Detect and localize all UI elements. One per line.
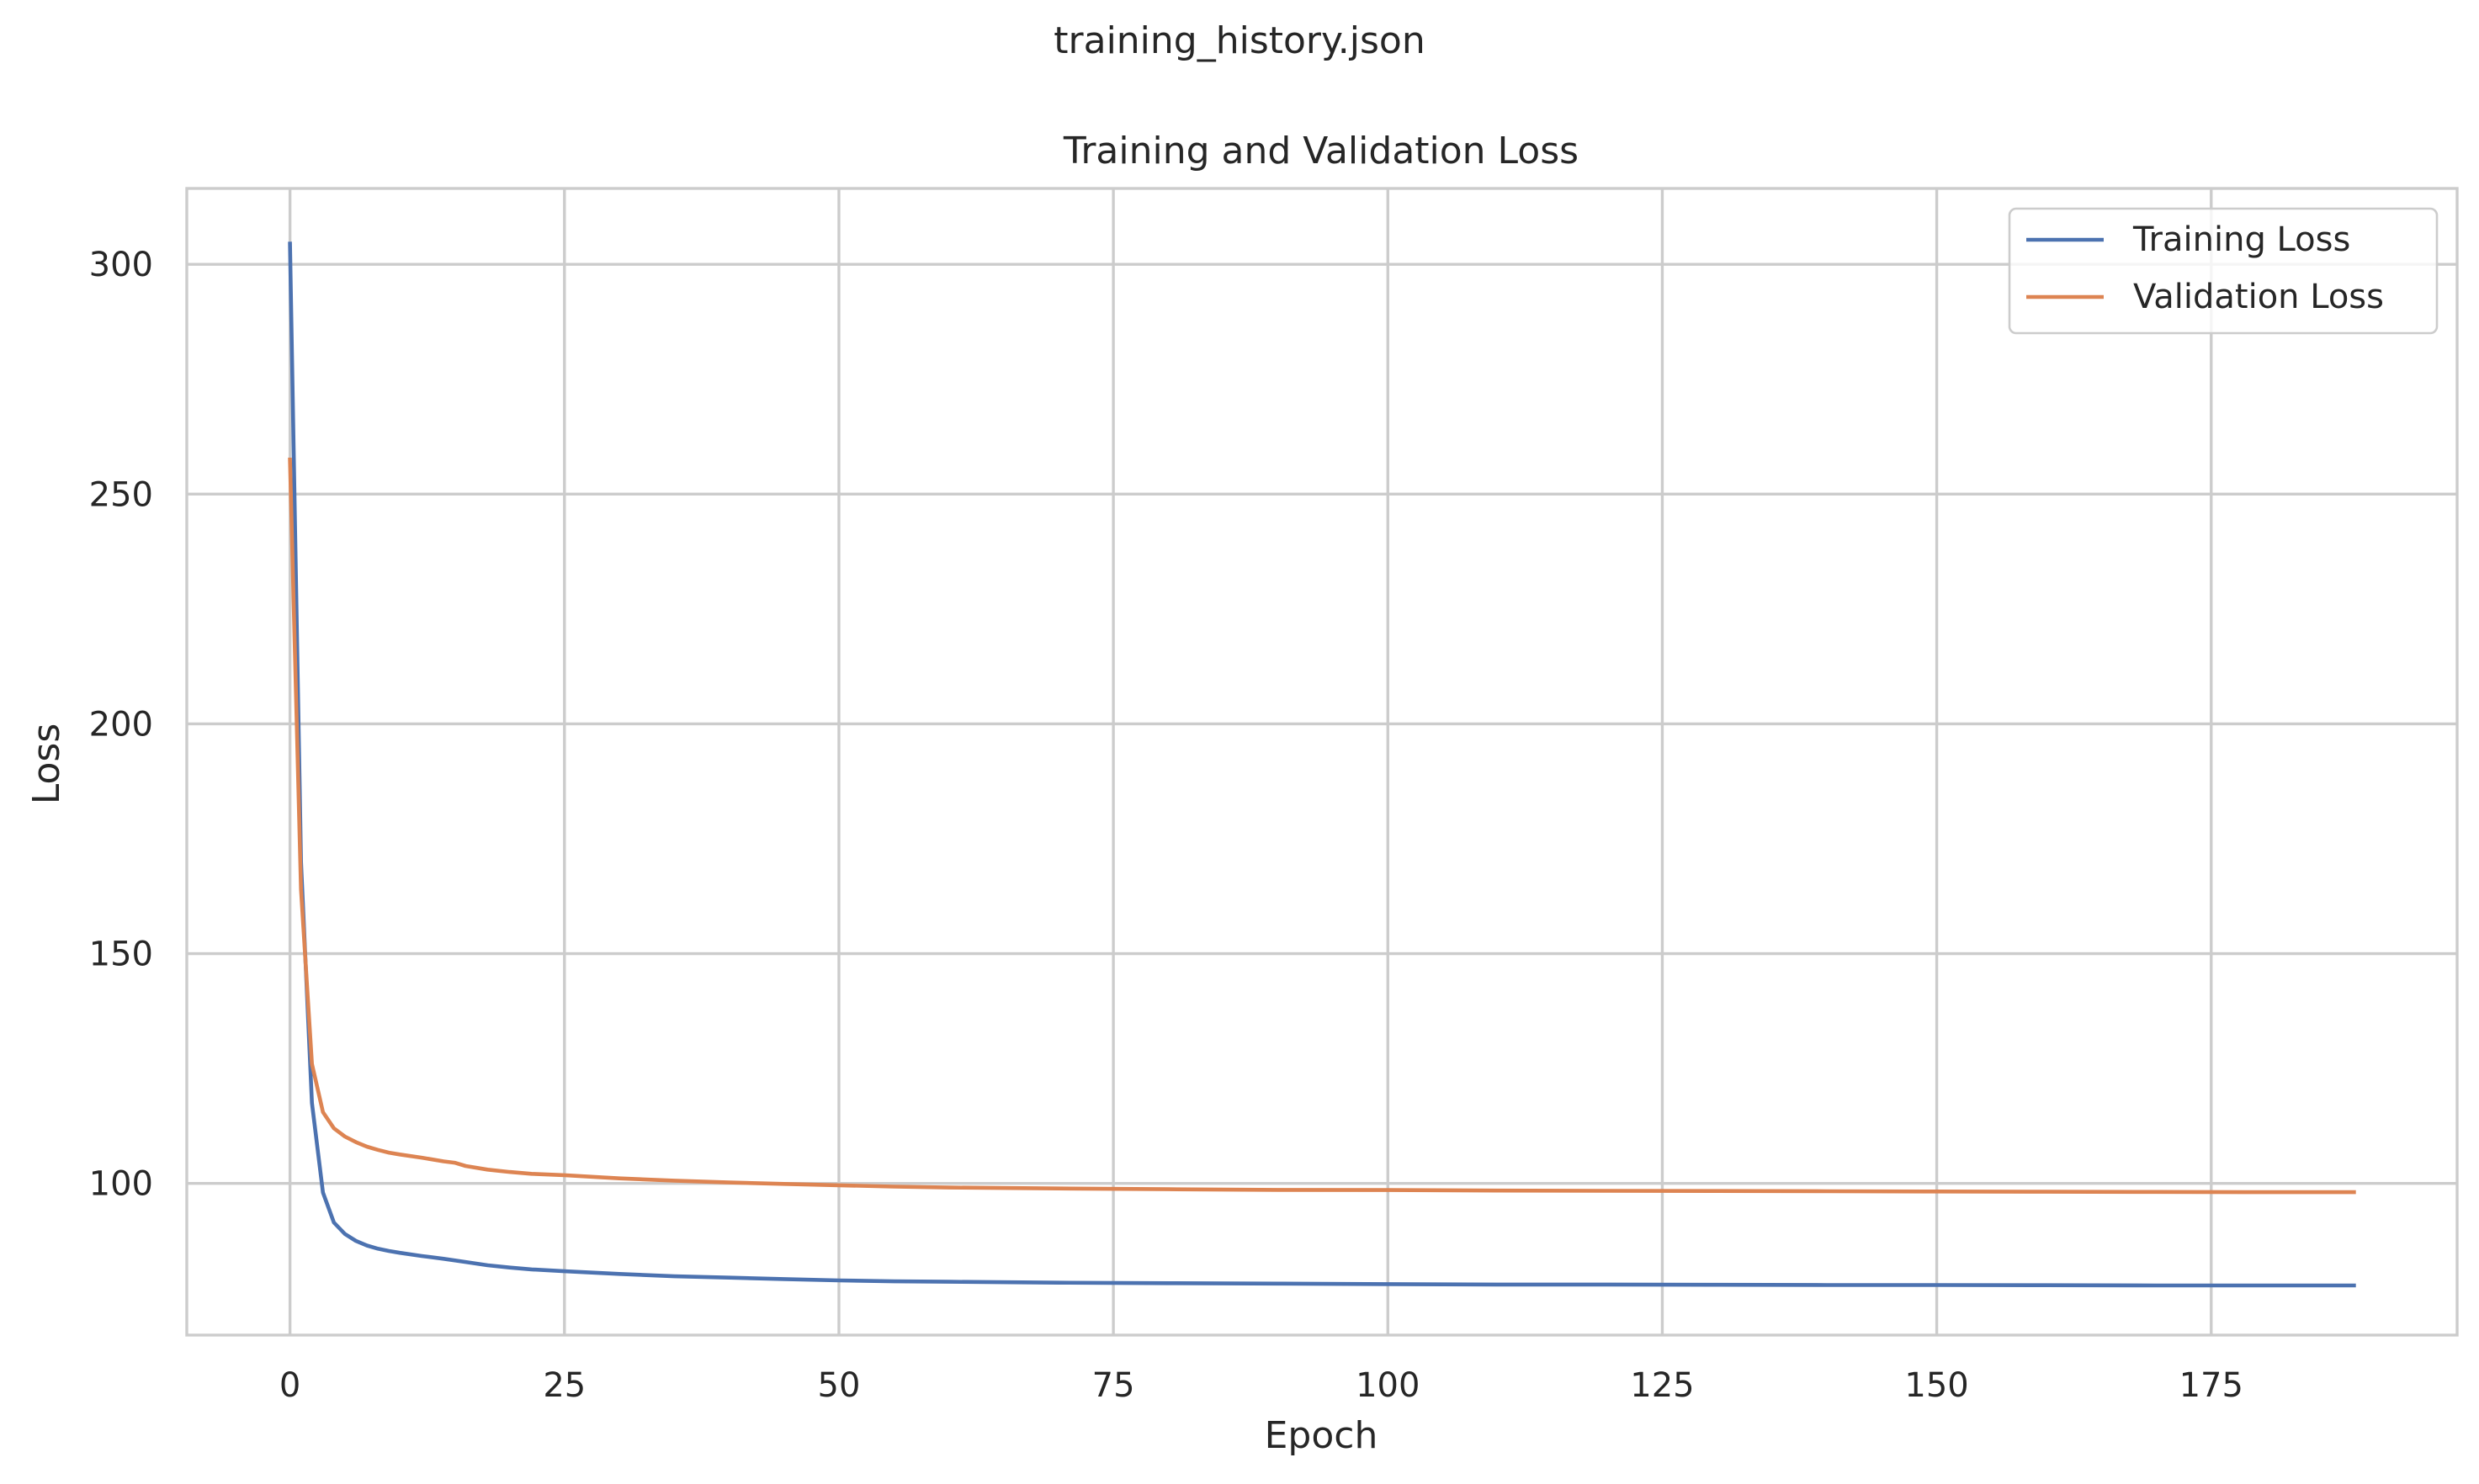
gridlines [187, 188, 2457, 1335]
series-line-training-loss [288, 241, 2356, 1288]
y-tick-label-100: 100 [89, 1165, 153, 1204]
y-tick-label-200: 200 [89, 705, 153, 744]
figure-suptitle: training_history.json [1054, 19, 1425, 62]
x-tick-label-175: 175 [2179, 1366, 2243, 1405]
x-tick-label-125: 125 [1630, 1366, 1694, 1405]
series-lines [288, 241, 2356, 1288]
y-tick-label-250: 250 [89, 475, 153, 514]
chart-title: Training and Validation Loss [1063, 130, 1579, 172]
x-tick-label-0: 0 [279, 1366, 300, 1405]
legend-box [2008, 207, 2439, 335]
legend-label-validation-loss: Validation Loss [2133, 278, 2384, 316]
series-line-validation-loss [288, 457, 2356, 1195]
y-tick-label-300: 300 [89, 246, 153, 284]
x-tick-label-150: 150 [1904, 1366, 1968, 1405]
x-axis-label: Epoch [1265, 1414, 1378, 1457]
chart-legend: Training Loss Validation Loss [2008, 207, 2439, 335]
y-tick-label-150: 150 [89, 935, 153, 974]
plot-frame [185, 187, 2459, 1337]
x-tick-label-100: 100 [1356, 1366, 1420, 1405]
tick-labels: 0 25 50 75 100 125 150 175 100 150 200 250 300 [89, 246, 2243, 1405]
x-tick-label-50: 50 [818, 1366, 861, 1405]
x-tick-label-25: 25 [543, 1366, 586, 1405]
y-axis-label: Loss [25, 723, 68, 805]
legend-label-training-loss: Training Loss [2132, 220, 2350, 259]
x-tick-label-75: 75 [1092, 1366, 1135, 1405]
